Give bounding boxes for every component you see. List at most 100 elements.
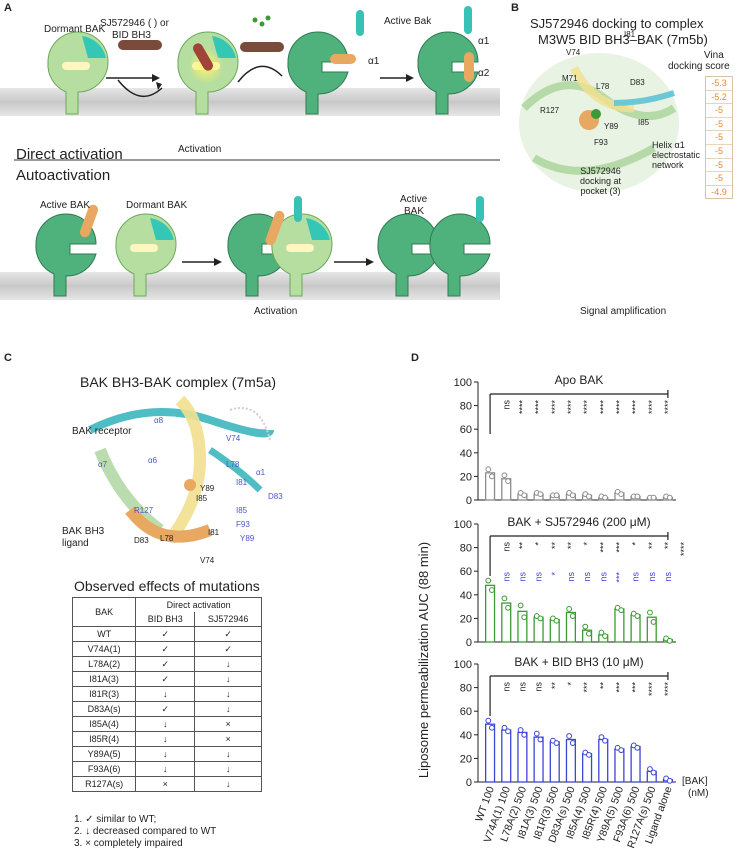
data-point <box>505 604 511 611</box>
residue-black: L78 <box>160 534 174 543</box>
residue-label: R127 <box>540 106 560 115</box>
residue-label: I81 <box>624 30 636 39</box>
data-point <box>517 602 524 609</box>
significance-label-blue: ns <box>517 572 527 582</box>
mutation-effects-table: BAK Direct activation BID BH3 SJ572946 W… <box>71 597 262 792</box>
data-point <box>602 494 608 501</box>
significance-label: ns <box>501 400 511 410</box>
data-point <box>553 492 560 499</box>
panel-c-label: C <box>4 352 12 364</box>
data-point <box>602 737 608 744</box>
helix-label: α1 <box>256 468 266 477</box>
x-unit-label-1: [BAK] <box>682 776 708 787</box>
data-point <box>488 587 495 593</box>
helix-label: α6 <box>148 456 158 465</box>
y-tick-label: 40 <box>460 590 472 602</box>
data-point <box>569 492 576 499</box>
residue-black: V74 <box>200 556 215 565</box>
y-tick-label: 0 <box>466 495 472 507</box>
bar <box>630 614 641 643</box>
data-point <box>501 595 508 602</box>
data-point <box>634 744 641 751</box>
significance-label: ns <box>501 682 511 692</box>
significance-label: **** <box>679 542 689 557</box>
data-point <box>618 747 625 754</box>
vina-score: -5 <box>706 131 732 145</box>
significance-label: * <box>534 542 544 546</box>
alpha1-label: α1 <box>368 56 380 67</box>
table-row: I81A(3) ✓ ↓ <box>71 671 262 687</box>
y-tick-label: 0 <box>466 637 472 649</box>
data-point <box>666 637 673 644</box>
y-tick-label: 60 <box>460 706 472 718</box>
note: 1. ✓ similar to WT; <box>74 814 157 825</box>
panel-b-label: B <box>511 2 519 14</box>
residue-label: M71 <box>562 74 578 83</box>
subplot-title: Apo BAK <box>555 373 604 387</box>
helix-network-label: Helix α1 electrostatic network <box>652 140 701 170</box>
residue-blue: Y89 <box>240 534 255 543</box>
bar <box>598 738 609 783</box>
significance-label: ** <box>647 542 657 550</box>
data-point <box>598 629 605 636</box>
significance-label: ns <box>517 682 527 692</box>
y-tick-label: 40 <box>460 730 472 742</box>
y-tick-label: 100 <box>454 519 472 531</box>
docking-structure-image <box>519 53 679 193</box>
col-bid: BID BH3 <box>135 612 196 627</box>
significance-label: ns <box>501 542 511 552</box>
residue-black: I81 <box>208 528 220 537</box>
active-bak-mid-label: Active <box>400 194 428 205</box>
residue-blue: D83 <box>268 492 283 501</box>
data-point <box>618 607 625 614</box>
data-point <box>533 730 540 737</box>
table-row: R127A(s) × ↓ <box>71 776 262 792</box>
direct-activation-heading: Direct activation <box>16 146 123 163</box>
residue-label: D83 <box>630 78 645 87</box>
y-tick-label: 20 <box>460 753 472 765</box>
significance-label: **** <box>550 400 560 415</box>
data-point <box>569 740 576 746</box>
data-point <box>505 478 511 485</box>
data-point <box>666 777 673 784</box>
data-point <box>650 619 657 625</box>
note: 3. × completely impaired <box>74 838 183 849</box>
vina-score: -5.3 <box>706 77 732 91</box>
significance-label: ** <box>550 542 560 550</box>
vina-score: -5.2 <box>706 91 732 105</box>
data-point <box>650 494 657 501</box>
y-axis-label: Liposome permeabilization AUC (88 min) <box>416 542 431 778</box>
data-point <box>517 727 524 733</box>
bar <box>549 741 560 783</box>
active-bak-left-label: Active BAK <box>40 200 91 211</box>
residue-label: Y89 <box>604 122 619 131</box>
vina-score: -5 <box>706 145 732 159</box>
residue-label: L78 <box>596 82 610 91</box>
bar <box>646 616 657 643</box>
significance-label: **** <box>614 400 624 415</box>
significance-label: *** <box>582 682 592 693</box>
vina-score-column: -5.3 -5.2 -5 -5 -5 -5 -5 -5 -4.9 <box>705 76 733 200</box>
significance-label-blue: ns <box>631 572 641 582</box>
bar <box>565 611 577 643</box>
bar <box>581 629 593 643</box>
residue-blue: L78 <box>226 460 240 469</box>
significance-label-blue: ns <box>501 572 511 582</box>
bar <box>533 736 544 783</box>
significance-label: **** <box>517 400 527 415</box>
residue-blue: I85 <box>236 506 248 515</box>
bar <box>484 472 496 501</box>
signal-amplification-label: Signal amplification <box>580 306 667 317</box>
activation-label-2: Activation <box>254 306 298 317</box>
data-point <box>582 623 589 630</box>
col-direct: Direct activation <box>135 597 262 612</box>
bar <box>565 738 577 783</box>
data-point <box>485 717 492 724</box>
significance-label: **** <box>566 400 576 415</box>
activation-label-1: Activation <box>178 144 222 155</box>
significance-label: *** <box>598 542 608 553</box>
x-unit-label-2: (nM) <box>688 788 709 799</box>
significance-label: **** <box>582 400 592 415</box>
data-point <box>585 630 592 637</box>
residue-black: I85 <box>196 494 208 503</box>
